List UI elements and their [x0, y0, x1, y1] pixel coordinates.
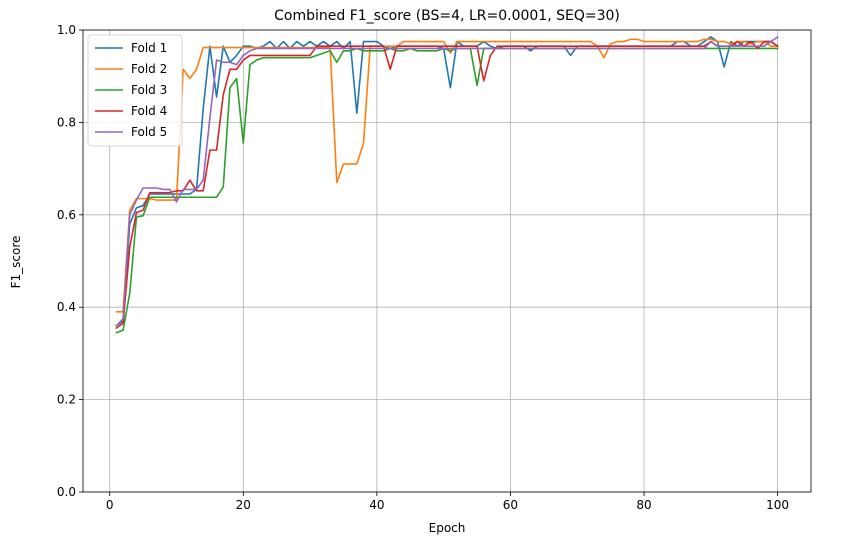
tick-layer: 0 20 40 60 80 100 0.0 0.2 0.4 0.6 0.8 1.0 [57, 23, 789, 512]
x-tick-label: 20 [236, 498, 251, 512]
y-tick-label: 1.0 [57, 23, 76, 37]
grid-layer [83, 29, 811, 493]
x-tick-label: 100 [766, 498, 789, 512]
legend-label: Fold 4 [131, 104, 167, 118]
y-tick-label: 0.4 [57, 300, 76, 314]
plot-frame [82, 29, 812, 493]
x-tick-label: 40 [369, 498, 384, 512]
y-tick-label: 0.6 [57, 208, 76, 222]
chart-title: Combined F1_score (BS=4, LR=0.0001, SEQ=… [274, 8, 620, 24]
y-tick-label: 0.8 [57, 115, 76, 129]
series-line-fold-1 [115, 36, 779, 327]
series-line-fold-2 [115, 38, 779, 313]
legend-label: Fold 3 [131, 83, 167, 97]
x-tick-label: 0 [106, 498, 114, 512]
x-tick-label: 80 [636, 498, 651, 512]
y-tick-label: 0.0 [57, 485, 76, 499]
legend-label: Fold 2 [131, 62, 167, 76]
series-layer [115, 35, 779, 334]
legend: Fold 1 Fold 2 Fold 3 Fold 4 Fold 5 [87, 34, 183, 147]
legend-label: Fold 5 [131, 125, 167, 139]
y-tick-label: 0.2 [57, 393, 76, 407]
legend-label: Fold 1 [131, 41, 167, 55]
series-line-fold-5 [115, 35, 779, 327]
series-line-fold-4 [115, 40, 779, 330]
x-axis-label: Epoch [429, 521, 466, 535]
legend-box [87, 34, 183, 147]
y-axis-label: F1_score [9, 236, 23, 289]
x-tick-label: 60 [503, 498, 518, 512]
